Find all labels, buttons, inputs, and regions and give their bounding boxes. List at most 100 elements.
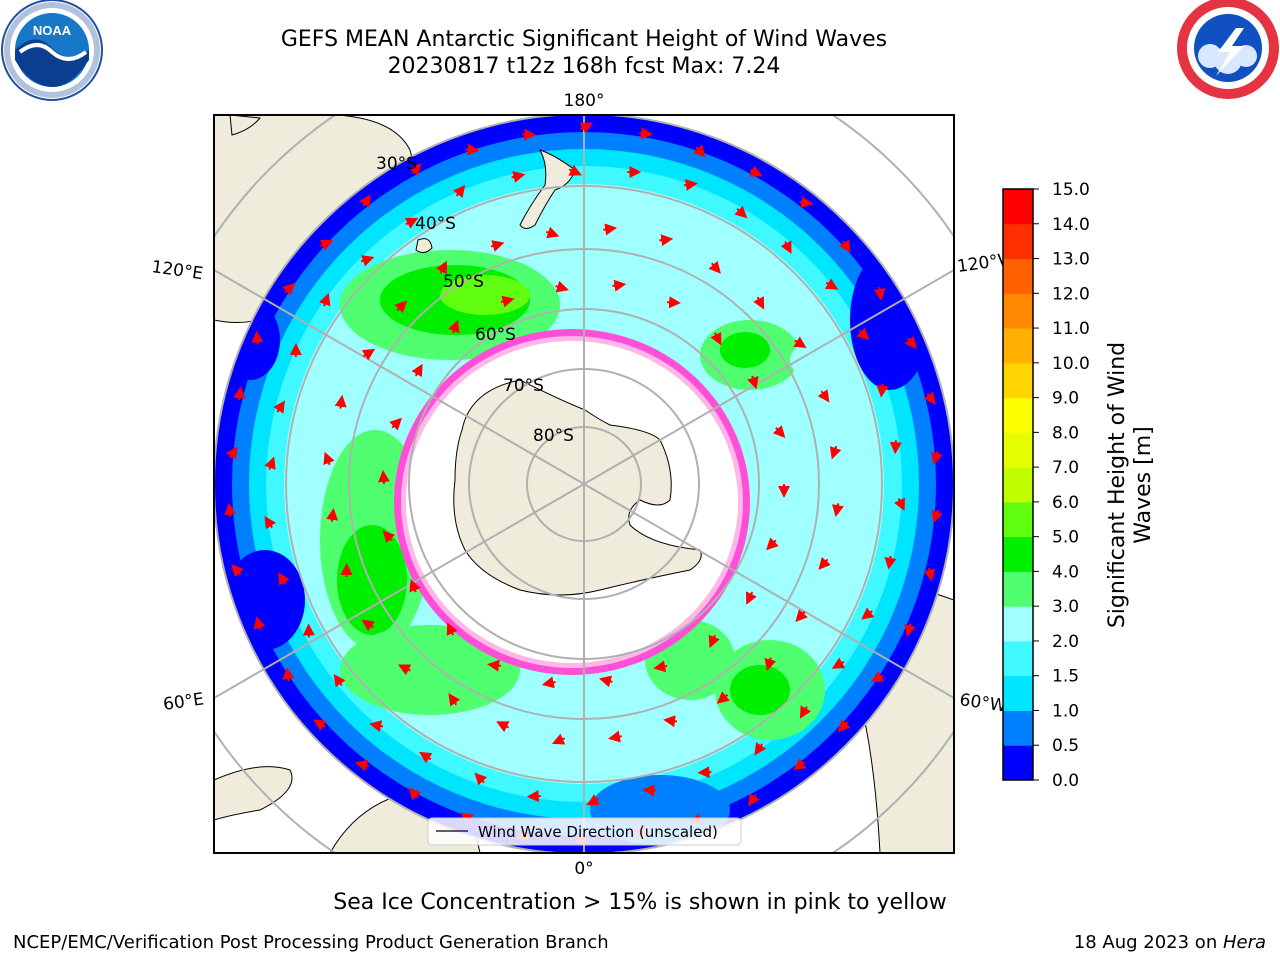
wave-direction-arrow xyxy=(225,446,238,460)
wave-direction-arrow xyxy=(766,537,779,551)
wave-direction-arrow xyxy=(793,758,807,770)
tasmania-landmass xyxy=(415,238,433,254)
wave-direction-arrow xyxy=(278,572,290,586)
colorbar-cell xyxy=(1003,536,1033,572)
wave-direction-arrow xyxy=(799,196,814,209)
colorbar-frame xyxy=(1002,188,1034,781)
wave-direction-arrow xyxy=(264,456,276,470)
wave-direction-arrow xyxy=(876,383,889,398)
lon-label-120e: 120°E xyxy=(150,257,204,284)
lat-label-80s: 80°S xyxy=(533,426,574,446)
wave-direction-arrow xyxy=(734,205,748,219)
map-legend: Wind Wave Direction (unscaled) xyxy=(427,817,742,846)
wave-direction-arrow xyxy=(795,609,808,623)
wave-direction-arrow xyxy=(799,705,812,719)
wave-direction-arrow xyxy=(541,676,556,689)
wave-direction-arrow xyxy=(465,143,480,156)
wave-direction-arrow xyxy=(551,733,566,745)
wave-direction-arrow xyxy=(832,503,844,518)
lat-label-40s: 40°S xyxy=(415,214,456,234)
colorbar-cell xyxy=(1003,571,1033,607)
wave-direction-arrow xyxy=(359,194,371,208)
wave-direction-arrow xyxy=(663,715,678,728)
colorbar-cell xyxy=(1003,606,1033,642)
colorbar-cell xyxy=(1003,640,1033,677)
wave-direction-arrow xyxy=(772,425,786,438)
wave-direction-arrow xyxy=(793,336,807,349)
colorbar-cell xyxy=(1003,362,1033,399)
wave-direction-arrow xyxy=(326,507,339,522)
colorbar-tick-label: 4.0 xyxy=(1052,562,1079,582)
colorbar-cell xyxy=(1003,223,1033,260)
wave-direction-arrow xyxy=(389,417,403,431)
wave-direction-arrow xyxy=(884,555,897,570)
colorbar-label-line-2: Waves [m] xyxy=(1131,426,1156,543)
wave-direction-arrow xyxy=(870,671,885,683)
wave-direction-arrow xyxy=(824,278,839,290)
colorbar-cell xyxy=(1003,293,1033,329)
wave-direction-arrow xyxy=(511,171,526,183)
wave-direction-arrow xyxy=(273,400,285,414)
wave-direction-arrow xyxy=(334,394,347,409)
wave-direction-arrow xyxy=(474,772,488,786)
wave-direction-arrow xyxy=(873,286,886,301)
wave-direction-arrow xyxy=(397,664,412,676)
wave-direction-arrow xyxy=(861,607,875,620)
wave-direction-arrow xyxy=(490,240,505,252)
map-panel: Wind Wave Direction (unscaled) xyxy=(213,114,955,854)
wave-direction-arrow xyxy=(839,239,851,253)
wave-direction-arrow xyxy=(369,720,384,732)
colorbar-cell xyxy=(1003,397,1033,433)
colorbar-tick-label: 15.0 xyxy=(1052,180,1090,200)
graticule xyxy=(214,115,954,853)
wave-direction-arrow xyxy=(319,239,334,251)
colorbar-tick-label: 6.0 xyxy=(1052,493,1079,513)
lat-label-50s: 50°S xyxy=(443,272,484,292)
wave-direction-arrow xyxy=(708,634,720,649)
wave-direction-arrow xyxy=(749,165,763,177)
wave-direction-arrow xyxy=(856,327,870,341)
colorbar-label-line-1: Significant Height of Wind xyxy=(1105,342,1130,628)
footer-date: 18 Aug 2023 on xyxy=(1073,932,1223,953)
wave-direction-arrow xyxy=(889,440,902,455)
wave-direction-arrow xyxy=(500,295,515,308)
colorbar-tick-label: 10.0 xyxy=(1052,354,1090,374)
wave-direction-arrow xyxy=(487,659,502,672)
wave-direction-arrow xyxy=(904,335,917,350)
wave-direction-arrow xyxy=(264,515,277,530)
colorbar-tick-label: 12.0 xyxy=(1052,284,1090,304)
wave-direction-arrow xyxy=(608,730,622,743)
colorbar-tick-label: 8.0 xyxy=(1052,423,1079,443)
wave-direction-arrow xyxy=(818,556,831,570)
noaa-logo-text: NOAA xyxy=(33,23,72,38)
colorbar-cell xyxy=(1003,258,1033,294)
wave-direction-arrow xyxy=(603,223,618,236)
wave-direction-arrow xyxy=(754,742,767,756)
colorbar: 0.0 0.5 1.0 1.5 2.0 3.0 4.0 5.0 6.0 7.0 8.0 9.0 10.0… xyxy=(1002,180,1156,791)
wave-direction-arrow xyxy=(923,567,936,582)
colorbar-cell xyxy=(1003,189,1033,225)
wave-direction-arrow xyxy=(394,300,408,314)
wave-direction-arrow xyxy=(716,691,730,704)
wave-direction-arrow xyxy=(282,282,296,296)
wave-direction-arrow xyxy=(555,280,569,293)
wave-direction-arrow xyxy=(446,622,458,636)
wave-direction-arrow xyxy=(642,784,657,797)
colorbar-tick-label: 1.5 xyxy=(1052,667,1079,687)
colorbar-cell xyxy=(1003,467,1033,503)
wave-direction-arrow xyxy=(361,619,375,632)
chart-title-line-2: 20230817 t12z 168h fcst Max: 7.24 xyxy=(387,54,781,79)
colorbar-tick-label: 0.0 xyxy=(1052,771,1079,791)
wave-direction-arrow xyxy=(448,319,460,334)
wave-direction-arrow xyxy=(586,794,600,806)
nws-logo xyxy=(1177,0,1279,99)
colorbar-cell xyxy=(1003,328,1033,364)
wave-direction-arrow xyxy=(360,255,375,267)
wave-direction-arrow xyxy=(361,348,376,361)
wave-direction-arrow xyxy=(453,184,466,199)
colorbar-tick-label: 3.0 xyxy=(1052,597,1079,617)
wave-direction-arrow xyxy=(224,502,237,517)
wave-direction-arrow xyxy=(282,667,295,682)
wave-direction-arrow xyxy=(436,260,447,275)
